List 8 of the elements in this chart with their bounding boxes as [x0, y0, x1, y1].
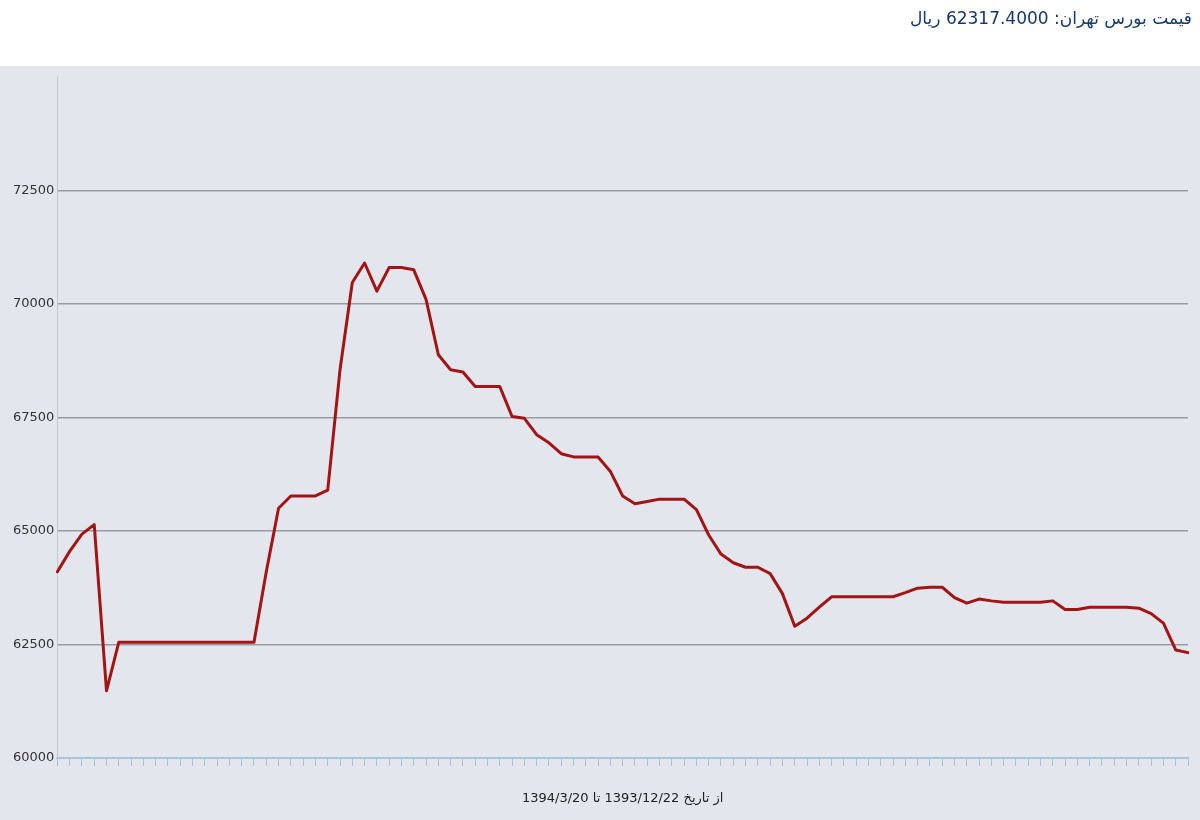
x-axis-title: از تاریخ 1393/12/22 تا 1394/3/20 [521, 789, 724, 806]
y-tick-label: 65000 [13, 522, 55, 538]
y-tick-label: 60000 [13, 749, 55, 765]
y-tick-label: 70000 [13, 295, 55, 311]
y-tick-label: 72500 [13, 181, 55, 197]
chart-title: قیمت بورس تهران: 62317.4000 ریال [910, 8, 1192, 28]
y-tick-label: 62500 [13, 635, 55, 651]
y-tick-label: 67500 [13, 408, 55, 424]
